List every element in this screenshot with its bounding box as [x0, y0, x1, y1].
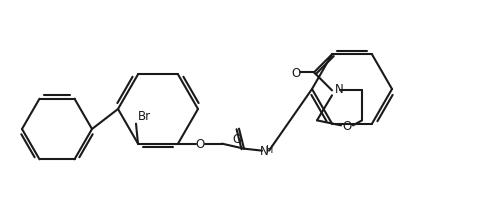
- Text: N: N: [259, 144, 268, 157]
- Text: O: O: [292, 67, 300, 80]
- Text: O: O: [343, 119, 351, 132]
- Text: H: H: [266, 144, 274, 154]
- Text: N: N: [335, 82, 344, 95]
- Text: O: O: [196, 137, 204, 150]
- Text: O: O: [232, 132, 242, 145]
- Text: Br: Br: [138, 109, 151, 122]
